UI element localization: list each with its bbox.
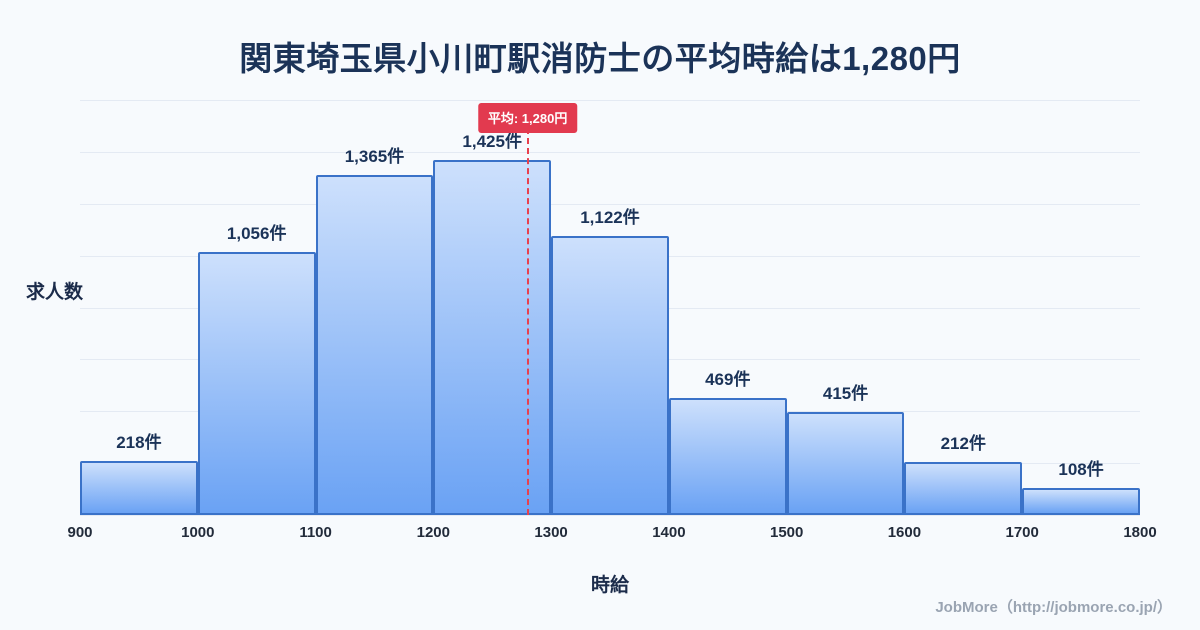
x-tick-label: 1300: [534, 524, 568, 541]
chart-title: 関東埼玉県小川町駅消防士の平均時給は1,280円: [239, 40, 961, 77]
x-axis-label: 時給: [590, 575, 629, 596]
histogram-bar: [551, 235, 669, 515]
x-tick-label: 1400: [652, 524, 686, 541]
x-tick-label: 1100: [299, 524, 332, 541]
mean-line: [526, 128, 529, 515]
histogram-bar: [668, 398, 787, 515]
plot-area: 218件 1,056件 1,365件 1,425件 1,122件 469件 415件 212件…: [80, 100, 1140, 516]
bar-value-label: 1,425件: [462, 132, 522, 151]
x-tick-label: 1200: [416, 524, 450, 541]
x-tick-label: 1800: [1123, 524, 1157, 541]
bar-value-label: 212件: [940, 434, 986, 454]
x-tick-label: 1500: [770, 524, 804, 541]
histogram-bar: [80, 460, 198, 515]
histogram-bar: [433, 160, 552, 515]
x-tick-label: 900: [67, 524, 93, 541]
gridline: [80, 515, 1140, 516]
gridline: [80, 100, 1140, 101]
bar-value-label: 1,122件: [580, 207, 640, 227]
gridline: [80, 203, 1140, 205]
bar-value-label: 415件: [822, 383, 869, 403]
histogram-bar: [315, 174, 434, 515]
mean-badge: 平均: 1,280円: [477, 103, 578, 133]
bar-value-label: 469件: [705, 370, 751, 390]
x-tick-label: 1700: [1005, 524, 1039, 541]
histogram-bar: [786, 411, 905, 515]
histogram-bar: [197, 251, 316, 515]
bar-value-label: 1,365件: [344, 146, 405, 166]
gridline: [80, 151, 1140, 153]
x-axis-ticks: 900 1000 1100 1200 1300 1400 1500 1600 1700 1800: [0, 524, 1200, 546]
histogram-bar: [1022, 488, 1140, 515]
bar-value-label: 108件: [1058, 460, 1104, 480]
bar-value-label: 218件: [116, 432, 162, 452]
histogram-bar: [904, 462, 1023, 515]
bar-value-label: 1,056件: [226, 223, 287, 243]
x-tick-label: 1600: [887, 524, 922, 541]
x-tick-label: 1000: [181, 524, 215, 541]
footer-credit: JobMore（http://jobmore.co.jp/）: [935, 599, 1172, 616]
y-axis-label: 求人数: [26, 282, 84, 303]
